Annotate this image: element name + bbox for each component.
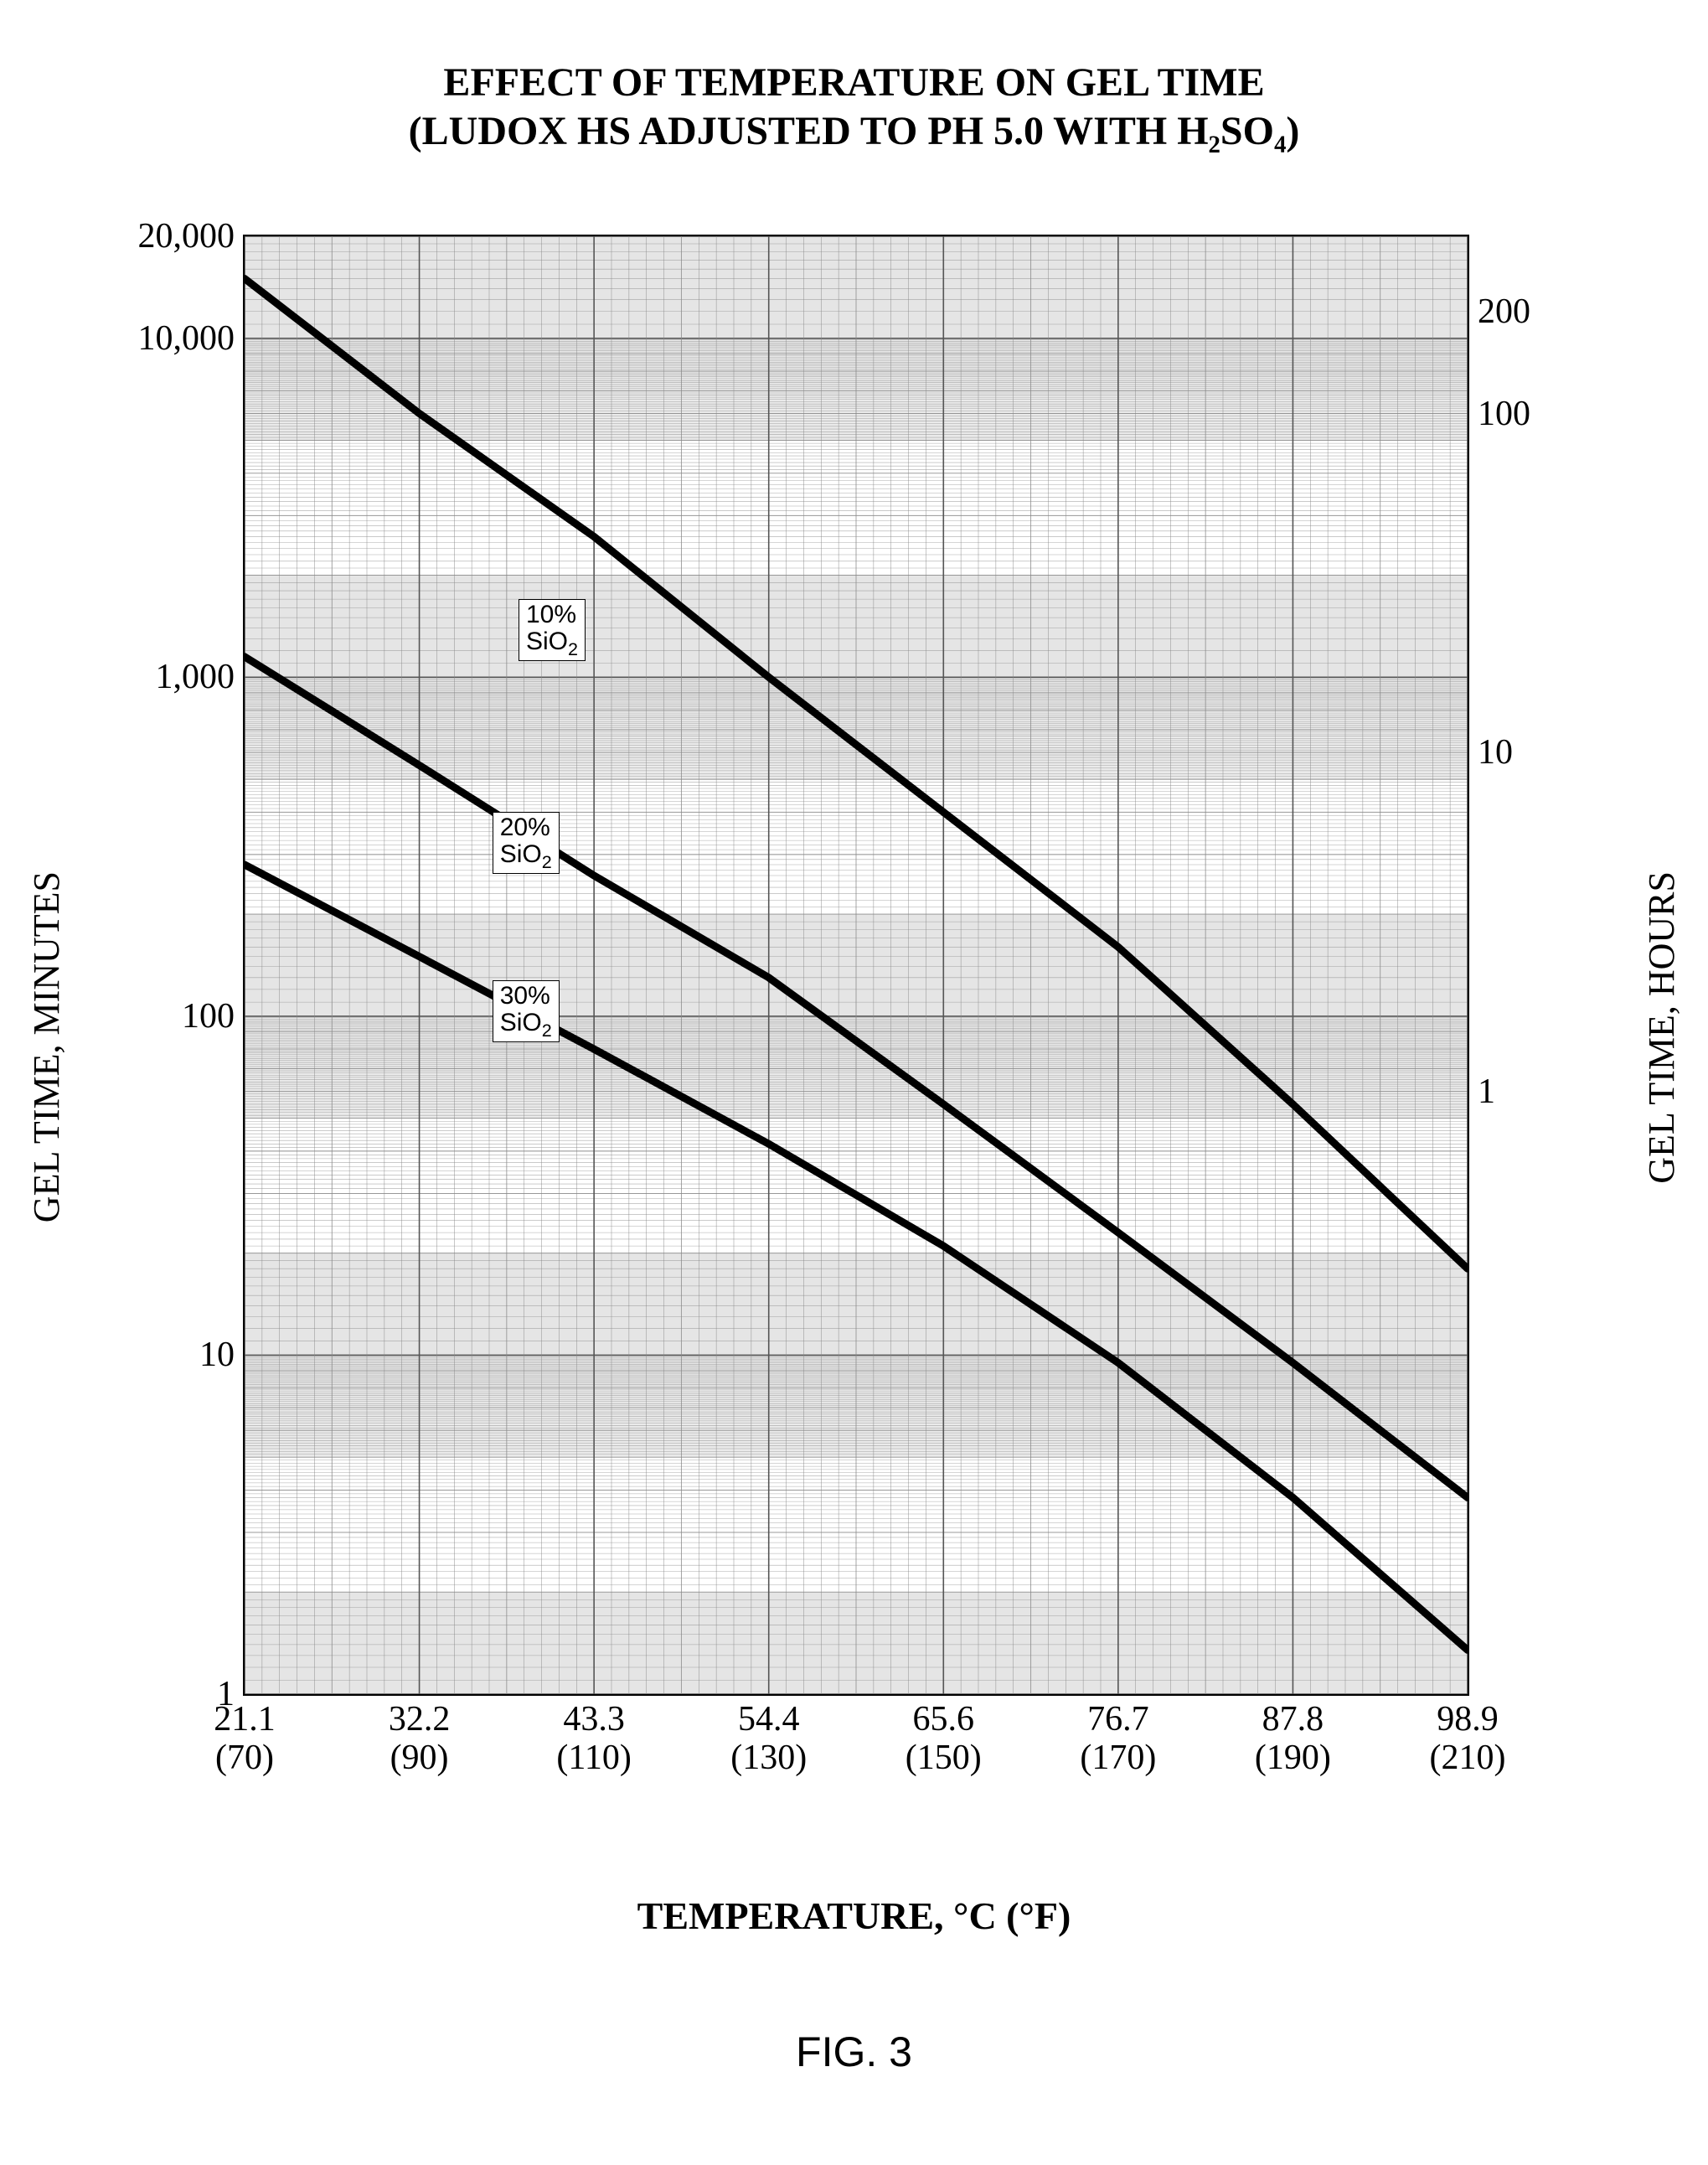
y-axis-right-label: GEL TIME, HOURS xyxy=(1640,871,1683,1184)
y-axis-left-label: GEL TIME, MINUTES xyxy=(25,871,68,1222)
y-left-tick: 100 xyxy=(182,996,235,1036)
x-tick-f: (210) xyxy=(1430,1738,1506,1778)
chart-title-line2: (LUDOX HS ADJUSTED TO PH 5.0 WITH H₂SO₄) xyxy=(0,107,1708,156)
x-tick-c: 87.8 xyxy=(1262,1699,1324,1739)
plot-svg xyxy=(245,236,1468,1694)
y-left-tick: 10 xyxy=(199,1335,235,1375)
y-right-tick: 10 xyxy=(1478,732,1513,772)
y-right-tick: 100 xyxy=(1478,394,1530,434)
x-tick-c: 98.9 xyxy=(1437,1699,1499,1739)
y-right-tick: 200 xyxy=(1478,292,1530,332)
y-left-tick: 10,000 xyxy=(138,318,235,359)
y-left-tick: 1,000 xyxy=(156,657,235,697)
y-left-tick: 20,000 xyxy=(138,216,235,256)
page: { "title": { "line1": "EFFECT OF TEMPERA… xyxy=(0,0,1708,2165)
x-axis-label: TEMPERATURE, °C (°F) xyxy=(0,1894,1708,1938)
x-tick-c: 65.6 xyxy=(913,1699,975,1739)
x-tick-f: (130) xyxy=(730,1738,807,1778)
series-label: 20%SiO2 xyxy=(493,812,560,874)
x-tick-f: (190) xyxy=(1255,1738,1331,1778)
x-tick-c: 21.1 xyxy=(214,1699,276,1739)
x-tick-f: (170) xyxy=(1080,1738,1156,1778)
x-tick-c: 76.7 xyxy=(1087,1699,1149,1739)
y-right-tick: 1 xyxy=(1478,1072,1495,1112)
series-label: 10%SiO2 xyxy=(519,599,586,661)
chart-title: EFFECT OF TEMPERATURE ON GEL TIME (LUDOX… xyxy=(0,59,1708,155)
x-tick-f: (110) xyxy=(556,1738,631,1778)
plot-area: 10%SiO220%SiO230%SiO220,00010,0001,00010… xyxy=(243,235,1469,1696)
x-tick-c: 43.3 xyxy=(563,1699,625,1739)
x-tick-f: (70) xyxy=(215,1738,274,1778)
x-tick-f: (150) xyxy=(906,1738,982,1778)
x-tick-f: (90) xyxy=(390,1738,449,1778)
series-label: 30%SiO2 xyxy=(493,980,560,1042)
x-tick-c: 32.2 xyxy=(389,1699,451,1739)
chart-area: GEL TIME, MINUTES GEL TIME, HOURS 10%SiO… xyxy=(0,235,1708,1827)
x-tick-c: 54.4 xyxy=(738,1699,800,1739)
chart-title-line1: EFFECT OF TEMPERATURE ON GEL TIME xyxy=(0,59,1708,107)
figure-label: FIG. 3 xyxy=(0,2028,1708,2076)
